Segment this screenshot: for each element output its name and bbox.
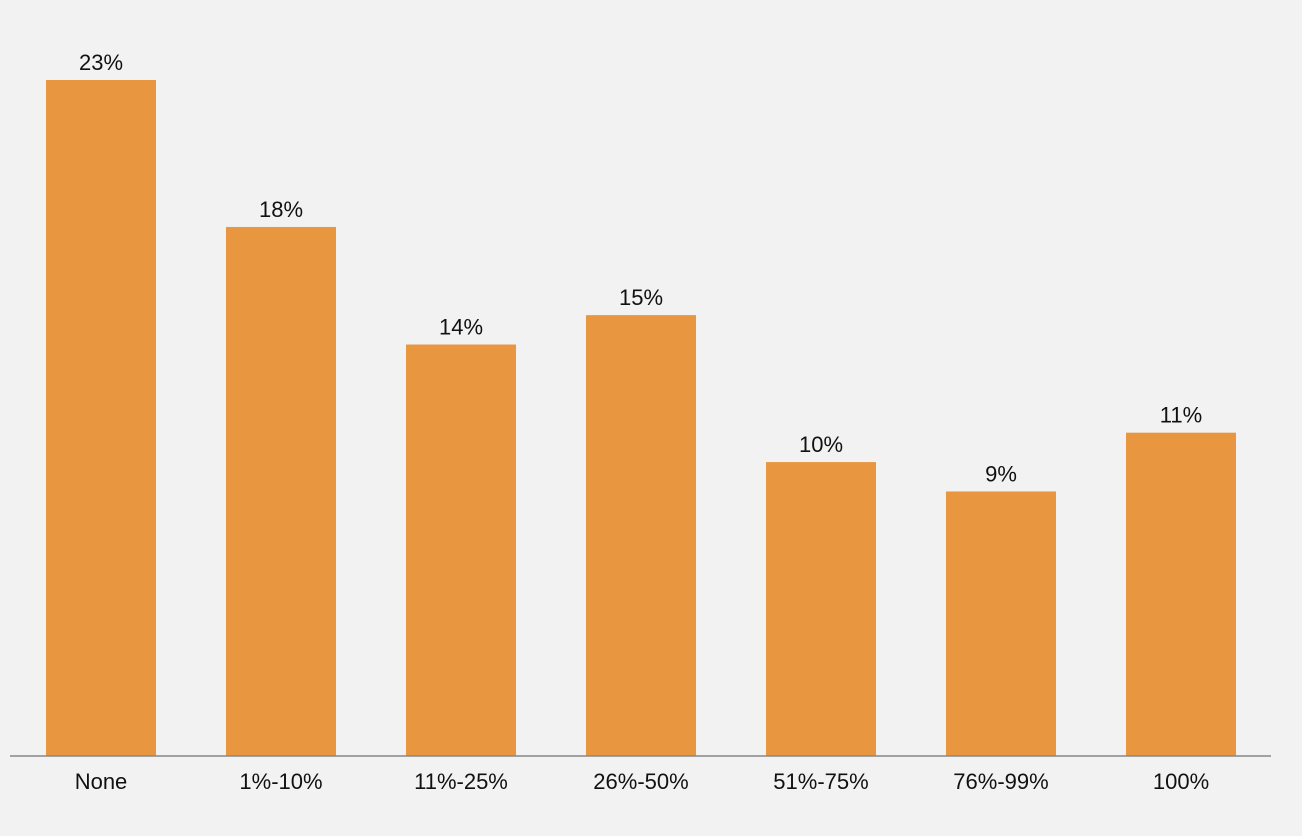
bar (766, 462, 876, 756)
x-tick-label: 51%-75% (773, 769, 868, 794)
bar (946, 491, 1056, 756)
x-tick-label: 76%-99% (953, 769, 1048, 794)
bar (1126, 432, 1236, 756)
bar (46, 80, 156, 756)
data-label: 18% (259, 197, 303, 222)
x-tick-label: 100% (1153, 769, 1209, 794)
x-tick-label: 1%-10% (239, 769, 322, 794)
data-label: 15% (619, 285, 663, 310)
x-tick-label: 11%-25% (414, 769, 508, 794)
bar (586, 315, 696, 756)
bar (406, 344, 516, 756)
x-tick-label: 26%-50% (593, 769, 688, 794)
data-label: 14% (439, 314, 483, 339)
x-tick-label: None (75, 769, 128, 794)
bar (226, 226, 336, 756)
data-label: 9% (985, 461, 1017, 486)
data-label: 23% (79, 50, 123, 75)
data-label: 11% (1160, 403, 1202, 428)
data-label: 10% (799, 432, 843, 457)
